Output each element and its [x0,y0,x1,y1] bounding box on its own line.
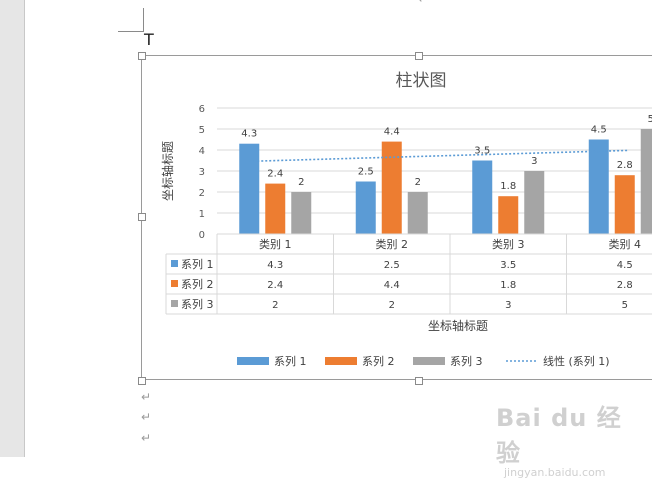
table-cell: 4.4 [384,280,400,291]
watermark: Bai du 经验 jingyan.baidu.com [496,398,646,479]
bar [355,181,376,234]
table-cell: 2 [272,300,278,311]
bar-data-label: 2 [415,177,421,188]
crop-mark-vertical [143,8,144,32]
bar-data-label: 3.5 [474,146,490,157]
resize-handle-bottom-left[interactable] [138,377,146,385]
table-series-name: 系列 1 [181,257,214,271]
y-tick-label: 4 [199,146,205,157]
bar [407,192,428,234]
bar [498,196,519,234]
x-category-label: 类别 1 [259,237,292,251]
paragraph-mark-top: ↵ [418,0,428,6]
y-axis-title: 坐标轴标题 [160,141,175,201]
bar-data-label: 2.8 [617,160,633,171]
y-tick-label: 6 [199,104,205,115]
x-category-label: 类别 3 [492,237,525,251]
table-legend-key [171,260,178,267]
bar [291,192,312,234]
resize-handle-middle-left[interactable] [138,213,146,221]
table-series-name: 系列 2 [181,277,214,291]
table-series-name: 系列 3 [181,297,214,311]
resize-handle-top-center[interactable] [415,52,423,60]
crop-mark-horizontal [118,31,144,32]
legend-swatch [325,357,357,365]
table-cell: 3 [505,300,511,311]
x-axis-title: 坐标轴标题 [428,318,488,333]
table-cell: 2.4 [267,280,283,291]
table-legend-key [171,280,178,287]
table-cell: 4.5 [617,260,633,271]
bar-data-label: 1.8 [500,181,516,192]
bar-data-label: 4.4 [384,127,400,138]
legend-swatch [413,357,445,365]
bar-data-label: 2 [298,177,304,188]
bar [588,139,609,234]
text-cursor-icon: T [144,30,154,49]
table-cell: 4.3 [267,260,283,271]
bar-chart: 柱状图 0 1 2 3 4 5 6 坐标轴标题 4.3 2.4 2 2.5 4.4 2 3.5 1.8 3 4.5 2… [160,71,652,368]
bar-data-label: 4.3 [241,129,257,140]
legend-swatch [237,357,269,365]
page-margin-gutter [0,0,25,457]
table-legend-key [171,300,178,307]
y-tick-label: 0 [199,230,205,241]
table-cell: 2 [389,300,395,311]
paragraph-mark: ↵ [141,390,152,404]
legend-label: 线性 (系列 1) [543,354,610,368]
bar [614,175,635,234]
y-tick-label: 1 [199,209,205,220]
trendline [249,149,629,163]
bar [381,141,402,234]
x-category-label: 类别 2 [376,237,409,251]
bar-data-label: 4.5 [591,125,607,136]
paragraph-mark: ↵ [141,431,152,445]
paragraph-mark: ↵ [141,410,152,424]
bar [640,129,652,234]
watermark-brand: Bai du 经验 [496,404,622,467]
x-category-label: 类别 4 [609,237,642,251]
legend-label: 系列 2 [362,354,395,368]
y-tick-label: 5 [199,125,205,136]
bar-data-label: 2.5 [358,167,374,178]
bar [265,183,286,234]
resize-handle-bottom-center[interactable] [415,377,423,385]
bar-data-label: 5 [648,114,652,125]
table-cell: 5 [622,300,628,311]
table-cell: 1.8 [500,280,516,291]
legend-label: 系列 1 [274,354,307,368]
bar [239,143,260,234]
bar [524,171,545,234]
legend-label: 系列 3 [450,354,483,368]
bar-data-label: 3 [531,156,537,167]
bar-data-label: 2.4 [267,169,283,180]
resize-handle-top-left[interactable] [138,52,146,60]
chart-object-frame[interactable]: 柱状图 0 1 2 3 4 5 6 坐标轴标题 4.3 2.4 2 2.5 4.4 2 3.5 1.8 3 4.5 2… [141,55,652,380]
table-cell: 2.8 [617,280,633,291]
table-cell: 2.5 [384,260,400,271]
bar [472,160,493,234]
y-tick-label: 2 [199,188,205,199]
y-tick-label: 3 [199,167,205,178]
watermark-url: jingyan.baidu.com [504,466,606,479]
chart-title: 柱状图 [396,71,447,91]
table-cell: 3.5 [500,260,516,271]
